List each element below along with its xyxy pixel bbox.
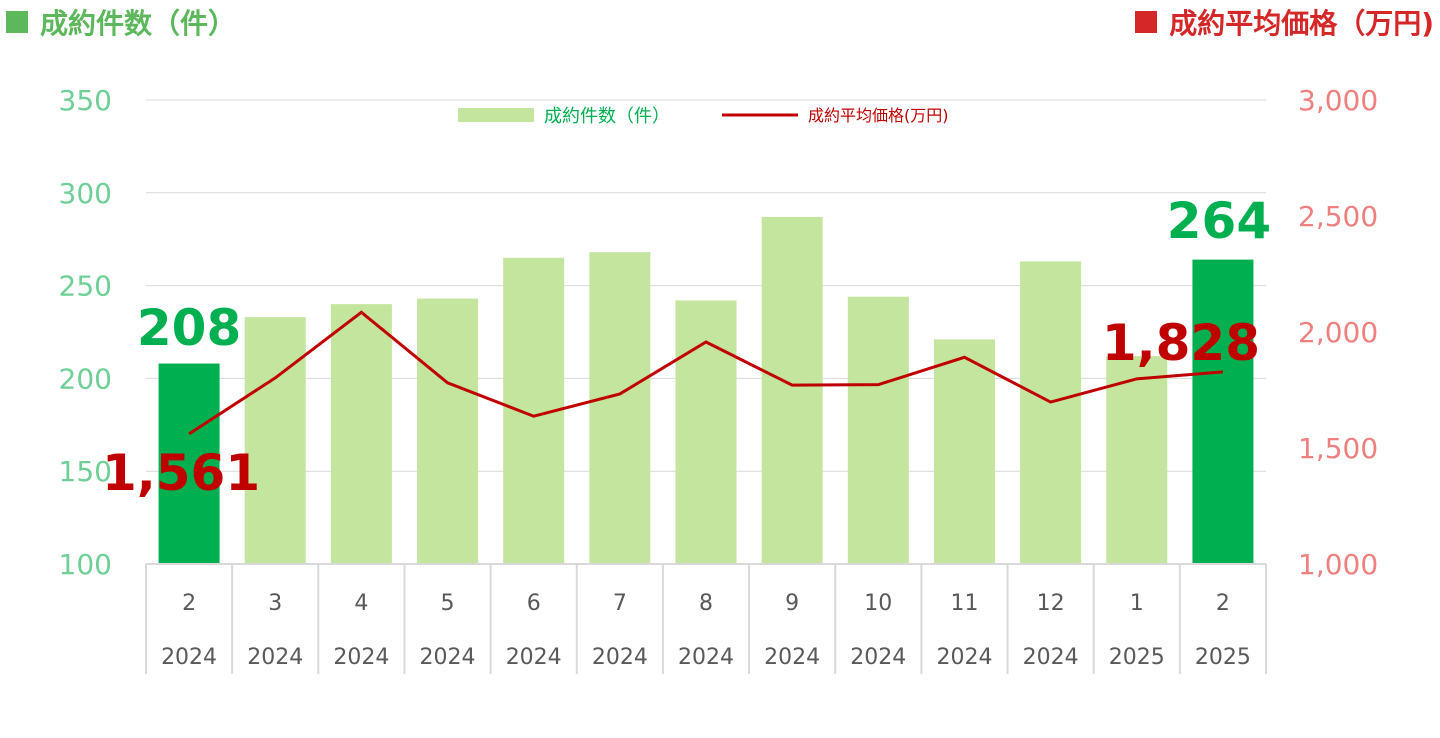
count-square-icon: [6, 11, 28, 33]
x-tick-year: 2024: [506, 645, 562, 670]
right-axis-tick: 2,000: [1298, 316, 1378, 349]
x-tick-year: 2024: [764, 645, 820, 670]
x-tick-month: 5: [441, 591, 455, 616]
x-tick-year: 2024: [936, 645, 992, 670]
price-square-icon: [1135, 11, 1158, 33]
callout-first-count: 208: [137, 299, 241, 357]
x-tick-year: 2024: [161, 645, 217, 670]
legend-bar-label: 成約件数（件）: [544, 106, 670, 127]
bar: [417, 298, 479, 564]
left-axis-tick: 300: [59, 177, 112, 210]
x-tick-month: 4: [354, 591, 368, 616]
left-axis-title-text: 成約件数（件）: [40, 7, 237, 40]
left-axis-title: 成約件数（件）: [6, 2, 236, 42]
x-tick-year: 2025: [1109, 645, 1165, 670]
bar-highlight: [1192, 259, 1254, 564]
x-tick-month: 6: [527, 591, 541, 616]
x-tick-month: 2: [182, 591, 196, 616]
x-tick-year: 2024: [247, 645, 303, 670]
left-axis-tick: 100: [59, 548, 112, 581]
left-axis-tick: 200: [59, 362, 112, 395]
bar: [1106, 356, 1168, 564]
legend-bar-swatch: [458, 108, 534, 122]
left-axis-tick: 350: [59, 84, 112, 117]
x-tick-month: 2: [1216, 591, 1230, 616]
bar: [933, 339, 995, 564]
x-tick-month: 11: [950, 591, 978, 616]
right-axis-title-text: 成約平均価格（万円): [1169, 7, 1434, 40]
bar: [761, 216, 823, 565]
left-axis-tick: 250: [59, 270, 112, 303]
callout-last-count: 264: [1167, 192, 1271, 250]
x-tick-month: 7: [613, 591, 627, 616]
bar: [675, 300, 737, 564]
right-axis-title: 成約平均価格（万円): [1135, 2, 1434, 42]
x-tick-year: 2024: [678, 645, 734, 670]
x-tick-month: 10: [864, 591, 892, 616]
bar: [589, 252, 651, 564]
right-axis-tick: 1,500: [1298, 432, 1378, 465]
bar: [1020, 261, 1082, 564]
x-tick-month: 1: [1130, 591, 1144, 616]
right-axis-tick: 2,500: [1298, 200, 1378, 233]
bar: [847, 296, 909, 564]
legend-line-label: 成約平均価格(万円): [808, 106, 949, 125]
x-tick-month: 9: [785, 591, 799, 616]
x-tick-month: 3: [268, 591, 282, 616]
right-axis-tick: 3,000: [1298, 84, 1378, 117]
x-tick-year: 2024: [592, 645, 648, 670]
x-tick-month: 8: [699, 591, 713, 616]
bar: [244, 317, 306, 564]
x-tick-year: 2024: [850, 645, 906, 670]
x-tick-year: 2024: [1023, 645, 1079, 670]
x-tick-year: 2024: [333, 645, 389, 670]
callout-last-price: 1,828: [1102, 314, 1260, 372]
right-axis-tick: 1,000: [1298, 548, 1378, 581]
x-tick-year: 2024: [420, 645, 476, 670]
bar: [330, 304, 392, 564]
x-tick-month: 12: [1037, 591, 1065, 616]
callout-first-price: 1,561: [102, 444, 260, 502]
x-tick-year: 2025: [1195, 645, 1251, 670]
left-axis-tick: 150: [59, 455, 112, 488]
bar-highlight: [158, 363, 220, 564]
